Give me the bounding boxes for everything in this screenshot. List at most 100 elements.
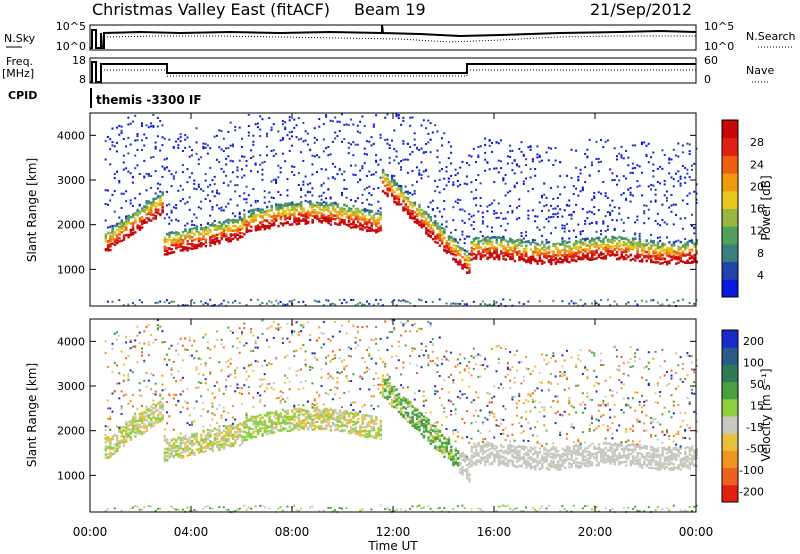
heatmap-cell — [238, 231, 242, 235]
heatmap-cell — [311, 163, 314, 166]
heatmap-cell — [193, 453, 196, 457]
heatmap-cell — [236, 169, 239, 172]
heatmap-cell — [429, 225, 433, 229]
heatmap-cell — [231, 437, 235, 440]
heatmap-cell — [154, 404, 158, 407]
heatmap-cell — [118, 216, 121, 219]
heatmap-cell — [479, 240, 483, 243]
heatmap-cell — [550, 261, 553, 264]
heatmap-cell — [463, 259, 467, 262]
heatmap-cell — [179, 443, 183, 446]
heatmap-cell — [534, 249, 537, 252]
heatmap-cell — [220, 439, 223, 442]
heatmap-cell — [263, 190, 266, 193]
heatmap-cell — [156, 415, 160, 418]
heatmap-cell — [604, 248, 607, 252]
heatmap-cell — [397, 299, 400, 302]
heatmap-cell — [322, 219, 326, 222]
heatmap-cell — [156, 319, 159, 322]
heatmap-cell — [386, 177, 389, 181]
heatmap-cell — [134, 154, 137, 157]
heatmap-cell — [529, 243, 533, 246]
heatmap-cell — [129, 428, 133, 431]
colorbar-swatch — [722, 173, 738, 192]
heatmap-cell — [629, 171, 632, 174]
heatmap-cell — [109, 454, 112, 457]
heatmap-cell — [218, 227, 221, 230]
heatmap-cell — [191, 299, 193, 302]
heatmap-cell — [295, 136, 298, 139]
heatmap-cell — [175, 444, 178, 448]
heatmap-cell — [293, 219, 296, 222]
heatmap-cell — [161, 203, 164, 206]
heatmap-cell — [568, 261, 571, 264]
heatmap-cell — [179, 184, 182, 187]
heatmap-cell — [322, 209, 326, 213]
freq-tick-right-top: 60 — [704, 54, 718, 67]
heatmap-cell — [363, 304, 366, 307]
heatmap-cell — [159, 183, 162, 186]
heatmap-cell — [572, 251, 576, 254]
heatmap-cell — [295, 220, 298, 223]
heatmap-cell — [218, 448, 221, 451]
heatmap-cell — [227, 239, 230, 243]
heatmap-cell — [436, 233, 439, 236]
heatmap-cell — [215, 442, 219, 446]
heatmap-cell — [175, 508, 178, 511]
heatmap-cell — [547, 209, 550, 212]
heatmap-cell — [545, 217, 548, 220]
heatmap-cell — [620, 243, 623, 246]
heatmap-cell — [129, 222, 133, 225]
heatmap-cell — [429, 122, 432, 125]
heatmap-cell — [236, 219, 239, 222]
heatmap-cell — [188, 447, 192, 450]
heatmap-cell — [504, 246, 508, 250]
heatmap-cell — [381, 189, 385, 193]
heatmap-cell — [286, 216, 289, 220]
heatmap-cell — [311, 214, 314, 218]
heatmap-cell — [202, 401, 205, 404]
heatmap-cell — [477, 146, 480, 149]
heatmap-cell — [625, 198, 628, 201]
heatmap-cell — [472, 242, 476, 246]
colorbar-tick-label: 20 — [750, 180, 764, 193]
heatmap-cell — [670, 255, 673, 258]
heatmap-cell — [252, 211, 255, 215]
heatmap-cell — [568, 199, 571, 202]
heatmap-cell — [438, 178, 441, 181]
heatmap-cell — [650, 156, 653, 159]
heatmap-cell — [572, 254, 576, 258]
heatmap-cell — [625, 237, 628, 240]
heatmap-cell — [613, 236, 617, 240]
heatmap-cell — [640, 141, 643, 144]
heatmap-cell — [145, 405, 148, 408]
heatmap-cell — [254, 162, 257, 165]
heatmap-cell — [413, 220, 417, 224]
heatmap-cell — [170, 240, 173, 244]
heatmap-cell — [145, 415, 148, 418]
heatmap-cell — [188, 145, 191, 148]
heatmap-cell — [615, 303, 618, 306]
heatmap-cell — [138, 394, 141, 397]
heatmap-cell — [504, 217, 507, 220]
heatmap-cell — [300, 188, 303, 191]
heatmap-cell — [315, 205, 319, 209]
heatmap-cell — [622, 221, 625, 224]
heatmap-cell — [531, 258, 535, 262]
heatmap-cell — [125, 436, 128, 439]
heatmap-cell — [125, 420, 128, 423]
heatmap-cell — [465, 303, 468, 306]
heatmap-cell — [500, 250, 503, 253]
heatmap-cell — [161, 330, 164, 333]
heatmap-cell — [177, 342, 180, 345]
heatmap-cell — [109, 447, 112, 451]
heatmap-cell — [191, 172, 193, 175]
heatmap-cell — [536, 250, 539, 254]
heatmap-cell — [352, 141, 355, 144]
heatmap-cell — [343, 212, 346, 215]
heatmap-cell — [615, 183, 618, 186]
heatmap-cell — [181, 376, 184, 379]
heatmap-cell — [340, 191, 343, 194]
heatmap-cell — [634, 259, 637, 262]
heatmap-cell — [284, 222, 287, 225]
